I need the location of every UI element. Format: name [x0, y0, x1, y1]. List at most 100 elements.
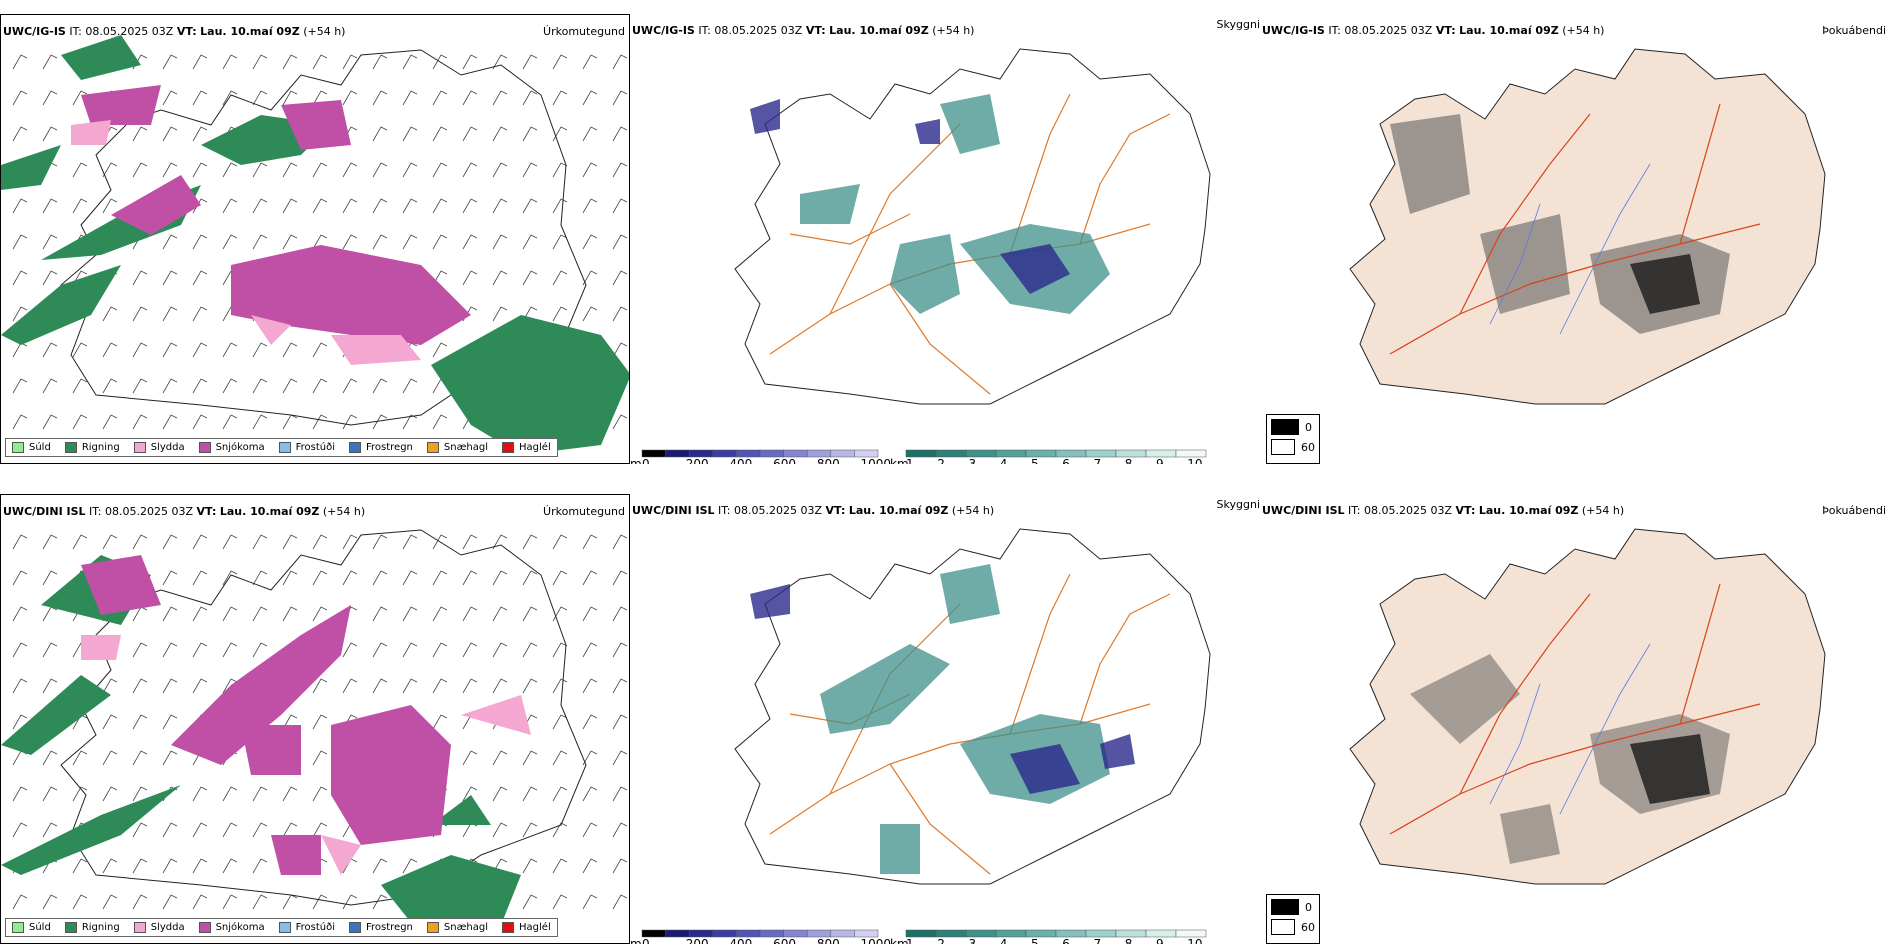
colorbar-tick: 6: [1062, 457, 1070, 464]
colorbar-tick: 8: [1125, 457, 1133, 464]
legend-item: Súld: [12, 922, 51, 933]
wind-barb: [42, 750, 58, 766]
wind-barb: [342, 378, 358, 394]
legend-item: Snjókoma: [198, 922, 265, 933]
wind-barb: [612, 822, 628, 838]
wind-barb: [282, 162, 298, 178]
precip-map[interactable]: [1, 495, 630, 944]
wind-barb: [102, 678, 118, 694]
wind-barb: [162, 858, 178, 874]
wind-barb: [252, 198, 268, 214]
wind-barb: [72, 894, 88, 910]
wind-barb: [72, 342, 88, 358]
colorbar-swatch: [806, 929, 832, 938]
legend-item: Súld: [12, 442, 51, 453]
precip-type-panel-top: UWC/IG-IS IT: 08.05.2025 03Z VT: Lau. 10…: [0, 14, 630, 464]
colorbar-tick: 7: [1094, 457, 1102, 464]
visibility-map[interactable]: [630, 14, 1260, 464]
wind-barb: [252, 570, 268, 586]
wind-barb: [432, 234, 448, 250]
wind-barb: [342, 642, 358, 658]
wind-barb: [12, 642, 28, 658]
colorbar-swatch: [736, 929, 761, 938]
wind-barb: [312, 162, 328, 178]
panel-field-label: Skyggni: [1216, 498, 1260, 511]
wind-barb: [582, 306, 598, 322]
wind-barb: [552, 90, 568, 106]
wind-barb: [192, 90, 208, 106]
colorbar-tick: 4: [1000, 457, 1008, 464]
wind-barb: [222, 414, 238, 430]
wind-barb: [402, 162, 418, 178]
colorbar-swatch: [905, 929, 937, 938]
wind-barb: [42, 90, 58, 106]
sleet-areas: [71, 120, 421, 365]
wind-barb: [132, 858, 148, 874]
wind-barb: [492, 534, 508, 550]
wind-barb: [312, 414, 328, 430]
wind-barb: [522, 858, 538, 874]
wind-barb: [132, 786, 148, 802]
wind-barb: [42, 678, 58, 694]
colorbar-m: m 0 200 400 600 800 1000: [630, 449, 892, 464]
wind-barb: [582, 126, 598, 142]
fog-map[interactable]: [1260, 14, 1890, 464]
wind-barb: [432, 714, 448, 730]
wind-barb: [372, 570, 388, 586]
wind-barb: [42, 378, 58, 394]
colorbar-swatch: [783, 929, 808, 938]
wind-barb: [312, 822, 328, 838]
wind-barb: [42, 342, 58, 358]
wind-barb: [342, 534, 358, 550]
wind-barb: [492, 126, 508, 142]
roads-red: [1389, 103, 1761, 355]
wind-barb: [372, 414, 388, 430]
visibility-map[interactable]: [630, 494, 1260, 944]
colorbar-swatch: [759, 929, 784, 938]
colorbar-km: km1 2 3 4 5 6 7 8 9 10: [890, 449, 1207, 464]
wind-barb: [252, 822, 268, 838]
wind-barb: [462, 234, 478, 250]
colorbar-tick: 3: [969, 457, 977, 464]
colorbar-tick: 400: [729, 457, 752, 464]
legend-item: Frostregn: [349, 442, 413, 453]
wind-barb: [192, 162, 208, 178]
wind-barb: [282, 234, 298, 250]
wind-barb: [402, 198, 418, 214]
legend-item: Snæhagl: [426, 442, 488, 453]
wind-barb: [342, 234, 358, 250]
wind-barb: [72, 414, 88, 430]
wind-barb: [12, 750, 28, 766]
wind-barb: [282, 786, 298, 802]
panel-field-label: Úrkomutegund: [543, 505, 625, 518]
wind-barb: [552, 642, 568, 658]
wind-barb: [222, 786, 238, 802]
colorbar-tick: 2: [937, 457, 945, 464]
wind-barb: [252, 378, 268, 394]
precip-map[interactable]: [1, 15, 630, 464]
wind-barb: [132, 162, 148, 178]
rivers: [1489, 643, 1651, 815]
legend-item: Rigning: [64, 922, 120, 933]
wind-barb: [222, 894, 238, 910]
wind-barb: [192, 786, 208, 802]
colorbar-swatch: [1055, 929, 1087, 938]
wind-barb: [522, 750, 538, 766]
low-visibility-shading: [750, 99, 1070, 294]
colorbar-tick: 1000: [861, 937, 892, 944]
colorbar-tick: 9: [1156, 937, 1164, 944]
wind-barb: [372, 378, 388, 394]
wind-barb: [42, 642, 58, 658]
wind-barb: [372, 234, 388, 250]
legend-item: Snæhagl: [426, 922, 488, 933]
panel-title: UWC/IG-IS IT: 08.05.2025 03Z VT: Lau. 10…: [632, 24, 975, 37]
wind-barb: [612, 786, 628, 802]
wind-barb: [12, 90, 28, 106]
colorbar-tick: 1000: [861, 457, 892, 464]
wind-barb: [462, 678, 478, 694]
colorbar-tick: 3: [969, 937, 977, 944]
wind-barb: [462, 642, 478, 658]
low-visibility-shading: [750, 584, 1135, 794]
wind-barb: [192, 126, 208, 142]
fog-map[interactable]: [1260, 494, 1890, 944]
